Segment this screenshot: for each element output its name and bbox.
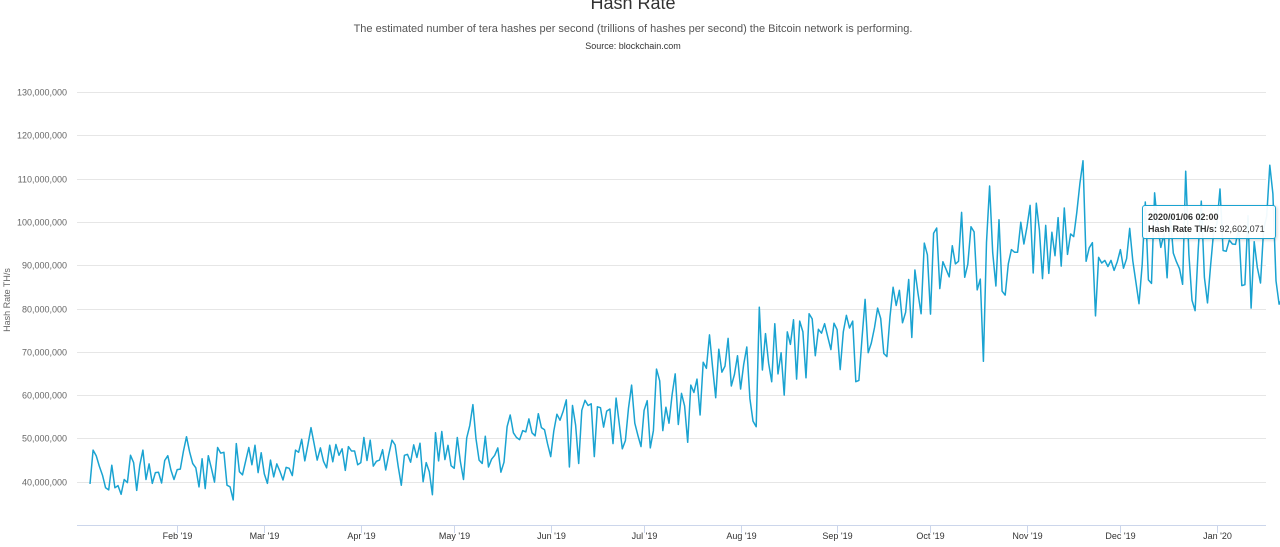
x-tick-label: Oct '19: [916, 531, 944, 541]
x-tick-label: Apr '19: [347, 531, 375, 541]
y-tick-label: 100,000,000: [17, 218, 67, 228]
x-tick-label: Jan '20: [1203, 531, 1232, 541]
y-tick-label: 60,000,000: [22, 391, 67, 401]
series-line[interactable]: [89, 138, 1280, 501]
grid-lines: [77, 92, 1266, 483]
tooltip-series-label: Hash Rate TH/s:: [1148, 224, 1218, 234]
chart-source: Source: blockchain.com: [585, 41, 681, 51]
x-tick-label: Feb '19: [163, 531, 193, 541]
y-tick-label: 80,000,000: [22, 305, 67, 315]
y-tick-label: 90,000,000: [22, 261, 67, 271]
tooltip-value: 92,602,071: [1219, 224, 1265, 234]
series-layer[interactable]: [89, 138, 1280, 501]
y-tick-label: 110,000,000: [18, 175, 67, 185]
y-tick-label: 50,000,000: [22, 434, 67, 444]
x-tick-label: Dec '19: [1105, 531, 1135, 541]
x-tick-label: Mar '19: [250, 531, 280, 541]
x-axis: Feb '19 Mar '19 Apr '19 May '19 Jun '19 Jul '…: [77, 525, 1266, 541]
x-tick-label: May '19: [439, 531, 470, 541]
x-tick-label: Sep '19: [822, 531, 852, 541]
x-tick-label: Aug '19: [726, 531, 756, 541]
y-tick-label: 130,000,000: [17, 88, 67, 98]
y-tick-label: 40,000,000: [22, 478, 67, 488]
y-tick-label: 120,000,000: [17, 131, 67, 141]
chart-title: Hash Rate: [590, 0, 676, 13]
tooltip: 2020/01/06 02:00 Hash Rate TH/s: 92,602,…: [1142, 205, 1276, 239]
y-axis: 40,000,000 50,000,000 60,000,000 70,000,000…: [17, 88, 67, 488]
y-axis-title: Hash Rate TH/s: [2, 268, 12, 332]
x-tick-label: Nov '19: [1012, 531, 1042, 541]
x-tick-label: Jul '19: [632, 531, 658, 541]
x-tick-label: Jun '19: [537, 531, 566, 541]
tooltip-date: 2020/01/06 02:00: [1148, 212, 1219, 222]
y-tick-label: 70,000,000: [22, 348, 67, 358]
chart-subtitle: The estimated number of tera hashes per …: [353, 23, 913, 35]
